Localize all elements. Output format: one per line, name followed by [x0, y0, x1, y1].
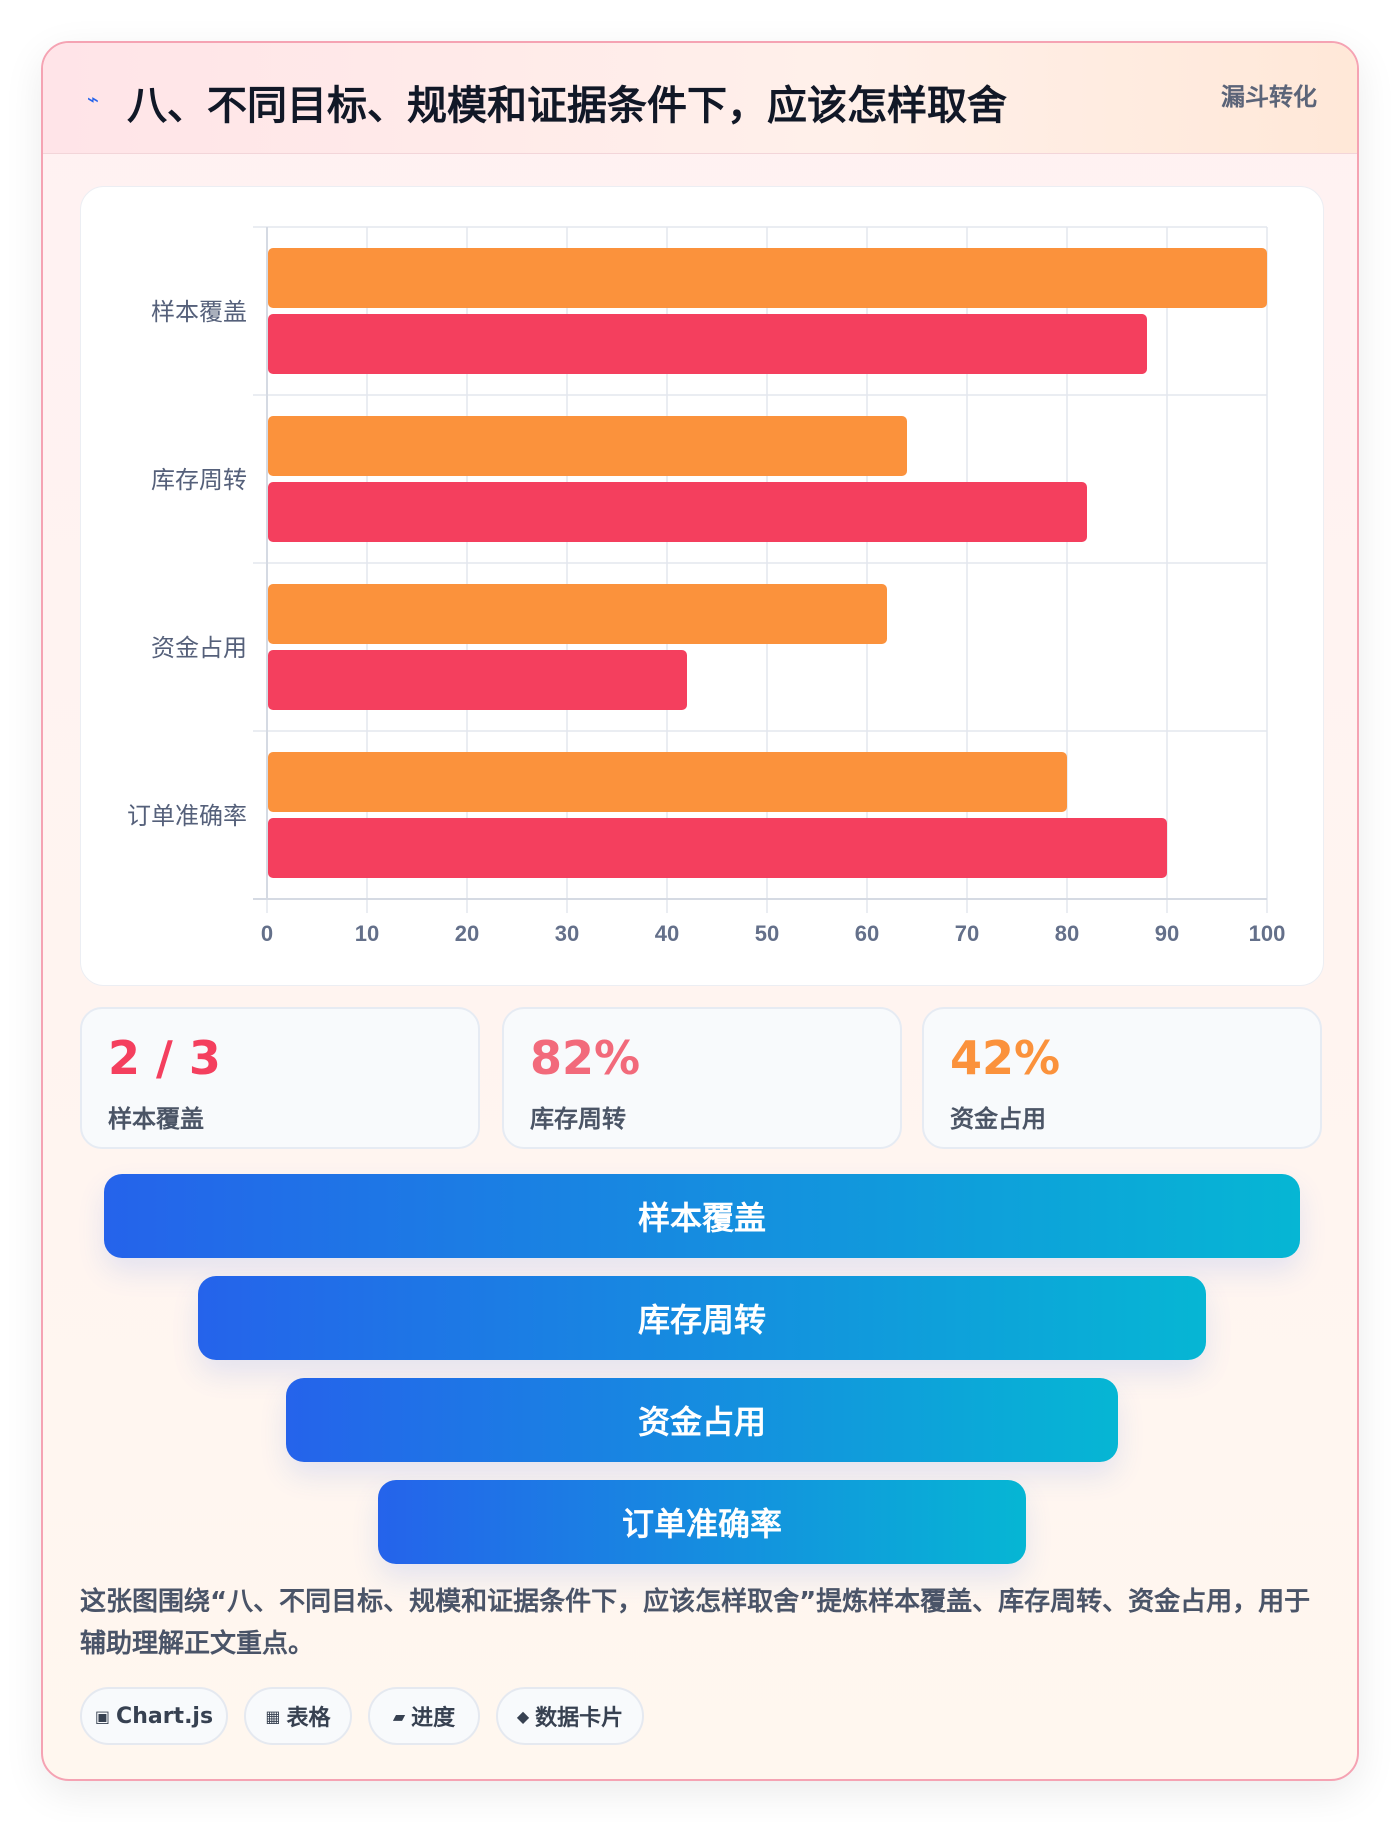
x-tick-label: 70 [955, 921, 979, 946]
bar-库存周转-series-2 [268, 482, 1087, 542]
pill-table[interactable]: ▦ 表格 [244, 1687, 352, 1745]
x-tick-label: 10 [355, 921, 379, 946]
funnel-step-2: 库存周转 [198, 1276, 1206, 1360]
pill-data-card[interactable]: ◆ 数据卡片 [496, 1687, 644, 1745]
x-tick-label: 90 [1155, 921, 1179, 946]
pill-label: Chart.js [116, 1703, 214, 1729]
bar-资金占用-series-1 [268, 584, 887, 644]
page-title: 八、不同目标、规模和证据条件下，应该怎样取舍 [127, 83, 1007, 129]
funnel-step-3: 资金占用 [286, 1378, 1118, 1462]
bar-资金占用-series-2 [268, 650, 687, 710]
x-tick-label: 50 [755, 921, 779, 946]
pill-progress[interactable]: ▰ 进度 [368, 1687, 480, 1745]
card: ⌁ 八、不同目标、规模和证据条件下，应该怎样取舍 漏斗转化 0 10 20 30 40 5… [41, 41, 1359, 1781]
bar-样本覆盖-series-2 [268, 314, 1147, 374]
stat-card-1: 2 / 3 样本覆盖 [80, 1007, 480, 1149]
x-tick-label: 100 [1249, 921, 1286, 946]
y-tick-label: 库存周转 [151, 466, 247, 494]
bar-样本覆盖-series-1 [268, 248, 1267, 308]
lightning-icon: ⌁ [87, 87, 100, 111]
bar-库存周转-series-1 [268, 416, 907, 476]
chart-description: 这张图围绕“八、不同目标、规模和证据条件下，应该怎样取舍”提炼样本覆盖、库存周转… [80, 1587, 1311, 1659]
stat-card-3: 42% 资金占用 [922, 1007, 1322, 1149]
x-tick-label: 0 [261, 921, 273, 946]
bar-订单准确率-series-2 [268, 818, 1167, 878]
stat-value: 2 / 3 [108, 1031, 221, 1085]
x-tick-label: 60 [855, 921, 879, 946]
diamond-icon: ◆ [516, 1706, 530, 1726]
y-tick-label: 订单准确率 [127, 802, 247, 830]
pill-label: 进度 [411, 1706, 456, 1731]
x-tick-label: 20 [455, 921, 479, 946]
section-tag: 漏斗转化 [1221, 83, 1317, 111]
x-tick-label: 40 [655, 921, 679, 946]
stat-label: 库存周转 [530, 1105, 626, 1133]
stat-value: 42% [950, 1031, 1061, 1085]
funnel-step-4: 订单准确率 [378, 1480, 1026, 1564]
progress-icon: ▰ [392, 1706, 406, 1726]
x-tick-label: 30 [555, 921, 579, 946]
pill-chartjs[interactable]: ▣ Chart.js [80, 1687, 228, 1745]
table-icon: ▦ [265, 1706, 281, 1726]
stat-label: 资金占用 [950, 1105, 1046, 1133]
stat-value: 82% [530, 1031, 641, 1085]
x-tick-label: 80 [1055, 921, 1079, 946]
header: ⌁ 八、不同目标、规模和证据条件下，应该怎样取舍 漏斗转化 [43, 43, 1357, 154]
y-tick-label: 资金占用 [151, 634, 247, 662]
pill-label: 表格 [286, 1706, 331, 1731]
stat-card-2: 82% 库存周转 [502, 1007, 902, 1149]
funnel-step-1: 样本覆盖 [104, 1174, 1300, 1258]
pill-label: 数据卡片 [535, 1706, 624, 1731]
y-tick-label: 样本覆盖 [151, 298, 247, 326]
chart-panel: 0 10 20 30 40 50 60 70 80 90 100 样本覆盖库存周转资金占用订单准确率 [80, 186, 1324, 986]
bar-订单准确率-series-1 [268, 752, 1067, 812]
chart-icon: ▣ [94, 1706, 111, 1726]
stat-label: 样本覆盖 [108, 1105, 204, 1133]
